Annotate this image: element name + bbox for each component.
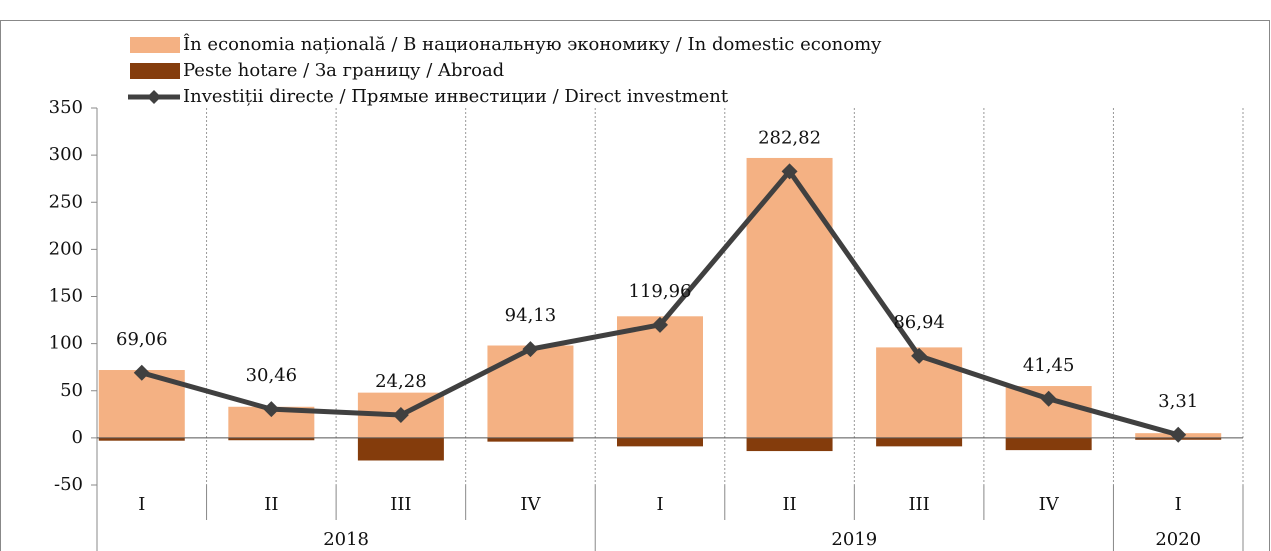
y-tick-label: 300 (49, 144, 83, 165)
y-tick-label: 150 (49, 286, 83, 307)
legend-marker (147, 90, 161, 104)
data-label: 69,06 (116, 329, 168, 350)
line-marker (392, 406, 409, 423)
data-label: 86,94 (893, 312, 945, 333)
x-tick-label: IV (1039, 494, 1060, 515)
legend-swatch (130, 37, 180, 53)
bar (1005, 437, 1092, 451)
bar (98, 437, 185, 441)
data-label: 119,96 (629, 281, 692, 302)
x-tick-label: III (390, 494, 411, 515)
line-marker (522, 341, 539, 358)
bar (876, 437, 963, 447)
line-marker (652, 316, 668, 333)
legend-swatch (130, 63, 180, 79)
bar (617, 316, 703, 438)
data-label: 94,13 (505, 305, 557, 326)
data-label: 3,31 (1158, 391, 1198, 412)
x-group-label: 2018 (323, 529, 369, 550)
y-tick-label: 50 (60, 380, 83, 401)
legend-label: Peste hotare / За границу / Abroad (183, 60, 504, 81)
bar (487, 437, 574, 442)
legend-label: Investiții directe / Прямые инвестиции /… (183, 86, 729, 107)
bar (228, 437, 315, 441)
x-tick-label: I (1175, 494, 1182, 515)
data-label: 41,45 (1023, 355, 1075, 376)
line-marker (1170, 426, 1187, 443)
bar (487, 345, 574, 438)
x-group-label: 2019 (831, 529, 877, 550)
x-tick-label: I (656, 494, 663, 515)
data-label: 30,46 (246, 365, 298, 386)
y-tick-label: 100 (49, 333, 83, 354)
x-tick-label: III (908, 494, 929, 515)
x-tick-label: IV (520, 494, 541, 515)
line-marker (1040, 390, 1057, 407)
line-marker (263, 401, 280, 418)
y-tick-label: -50 (54, 474, 83, 495)
y-tick-label: 250 (49, 191, 83, 212)
y-tick-label: 350 (49, 97, 83, 118)
x-group-label: 2020 (1155, 529, 1201, 550)
bar (746, 437, 833, 452)
bar (357, 437, 444, 461)
bar (617, 437, 703, 447)
data-label: 282,82 (758, 127, 821, 148)
x-tick-label: II (264, 494, 278, 515)
legend-label: În economia națională / В национальную э… (183, 32, 882, 55)
data-label: 24,28 (375, 371, 427, 392)
line-marker (133, 364, 150, 381)
line-marker (911, 347, 928, 364)
y-tick-label: 200 (49, 238, 83, 259)
line-marker (781, 163, 798, 180)
bar (746, 157, 833, 438)
x-tick-label: II (782, 494, 796, 515)
y-tick-label: 0 (72, 427, 83, 448)
chart-frame (0, 20, 1270, 551)
x-tick-label: I (138, 494, 145, 515)
